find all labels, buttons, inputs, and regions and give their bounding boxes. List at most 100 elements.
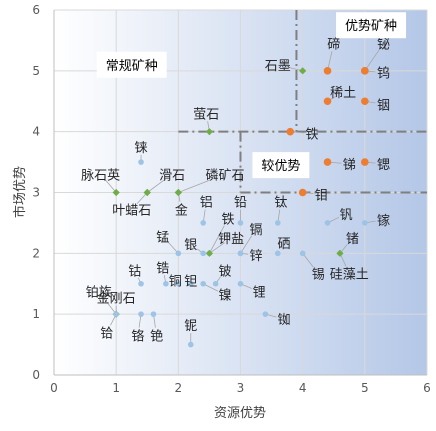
point-label: 铁 <box>305 127 318 142</box>
point-label: 钒 <box>340 208 353 223</box>
point-label: 铷 <box>278 313 291 328</box>
data-point-diamond <box>205 128 214 136</box>
data-point-circle <box>262 311 269 317</box>
leader-line <box>302 253 314 268</box>
point-label: 碲 <box>327 36 340 52</box>
region-box <box>96 51 167 78</box>
point-label: 铅 <box>234 196 247 211</box>
point-label: 锂 <box>253 286 266 301</box>
point-label: 钾盐 <box>218 232 244 247</box>
region-label: 常规矿种 <box>106 59 158 74</box>
leader-line <box>103 297 117 315</box>
x-tick-label: 3 <box>237 381 245 395</box>
point-label: 铁 <box>222 213 235 228</box>
x-tick-label: 1 <box>112 381 120 395</box>
point-label: 钛 <box>274 196 287 211</box>
point-label: 铬 <box>131 328 144 344</box>
data-point-circle <box>175 250 182 257</box>
y-tick-label: 5 <box>32 64 40 78</box>
data-point-circle <box>361 158 369 166</box>
data-point-circle <box>138 311 144 317</box>
data-point-circle <box>175 280 182 287</box>
data-point-circle <box>361 67 369 75</box>
data-point-circle <box>323 97 332 106</box>
data-point-circle <box>324 220 331 226</box>
leader-line <box>209 242 225 254</box>
data-point-circle <box>323 67 332 75</box>
point-label: 镓 <box>377 214 390 229</box>
data-point-circle <box>323 158 332 166</box>
point-label: 金 <box>175 203 188 219</box>
y-tick-label: 6 <box>32 3 40 17</box>
y-tick-label: 3 <box>32 186 40 200</box>
x-tick-label: 5 <box>361 381 369 395</box>
data-point-diamond <box>174 188 182 197</box>
data-point-circle <box>187 341 194 348</box>
point-label: 锶 <box>377 158 390 173</box>
data-point-circle <box>187 280 194 287</box>
point-labels: 铋碲钨石墨稀土铟铁萤石锑 锶钼铼脉石英 滑石 磷矿石叶蜡石 金铝铅钛铁镉钾盐钒 镓硒 锗锰银… <box>81 36 390 344</box>
data-point-circle <box>237 250 244 257</box>
point-label: 锆 <box>156 261 169 276</box>
point-label: 镍 <box>218 289 231 304</box>
data-point-circle <box>299 250 306 257</box>
data-point-circle <box>138 159 144 165</box>
x-tick-label: 4 <box>299 381 307 395</box>
point-label: 镉 <box>250 222 263 238</box>
point-label: 锡 <box>312 267 325 282</box>
y-tick-label: 0 <box>32 368 40 382</box>
y-axis-title: 市场优势 <box>12 166 28 218</box>
point-label: 钴 <box>128 264 141 279</box>
point-label: 铂族 <box>86 285 112 301</box>
point-label: 铪 <box>100 326 113 341</box>
y-tick-label: 4 <box>32 125 40 139</box>
data-point-circle <box>200 250 206 257</box>
x-axis-title: 资源优势 <box>214 405 266 421</box>
point-label: 叶蜡石 <box>112 204 151 219</box>
point-label: 铍 <box>218 264 231 279</box>
data-point-circle <box>163 280 169 287</box>
point-label: 锌 <box>250 249 263 264</box>
data-point-circle <box>237 280 244 287</box>
y-tick-label: 1 <box>32 307 40 321</box>
point-label: 铌 <box>184 319 197 334</box>
data-point-circle <box>200 280 206 287</box>
region-label: 较优势 <box>261 158 300 174</box>
data-point-circle <box>200 220 206 226</box>
leader-line <box>178 176 218 193</box>
data-point-circle <box>275 220 281 226</box>
point-label: 石墨 <box>265 59 291 74</box>
point-label: 钨 <box>377 66 390 82</box>
divider-lines <box>178 10 427 194</box>
point-label: 铋 <box>377 37 390 52</box>
leader-line <box>105 180 117 193</box>
point-label: 铼 <box>135 141 148 156</box>
region-box <box>252 152 310 179</box>
data-point-circle <box>113 311 119 317</box>
data-point-diamond <box>143 188 151 197</box>
data-point-circle <box>362 220 368 226</box>
y-tick-label: 2 <box>32 246 40 260</box>
point-label: 铯 <box>150 328 163 344</box>
point-label: 脉石英 <box>81 168 120 183</box>
region-box <box>336 12 407 39</box>
data-point-diamond <box>205 249 214 257</box>
leader-line <box>209 225 225 254</box>
point-label: 铟 <box>377 98 390 113</box>
x-axis: 0 1 2 3 4 5 6 <box>50 374 431 395</box>
point-label: 滑石 <box>159 168 185 183</box>
point-label: 钽 <box>184 275 197 290</box>
point-label: 锰 <box>156 230 169 245</box>
point-label: 磷矿石 <box>205 168 244 183</box>
data-point-circle <box>361 97 369 106</box>
data-point-circle <box>298 188 307 197</box>
point-label: 铝 <box>200 196 213 211</box>
data-point-circle <box>275 250 281 257</box>
point-label: 钼 <box>315 188 328 203</box>
data-point-circle <box>150 311 157 317</box>
data-point-circle <box>138 280 144 287</box>
point-label: 稀土 <box>330 86 356 101</box>
x-tick-label: 0 <box>50 381 58 395</box>
